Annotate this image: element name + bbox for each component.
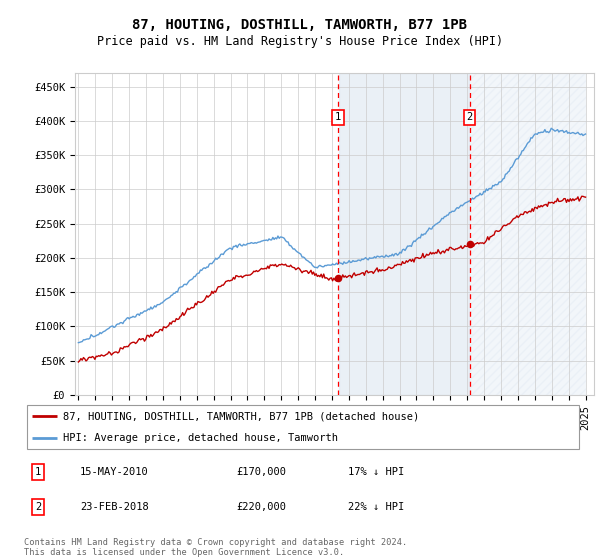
Text: £220,000: £220,000 bbox=[236, 502, 286, 512]
Point bbox=[465, 240, 475, 249]
Point bbox=[334, 274, 343, 283]
Text: 22% ↓ HPI: 22% ↓ HPI bbox=[347, 502, 404, 512]
Text: 2: 2 bbox=[467, 113, 473, 122]
Text: Contains HM Land Registry data © Crown copyright and database right 2024.
This d: Contains HM Land Registry data © Crown c… bbox=[24, 538, 407, 557]
Text: 17% ↓ HPI: 17% ↓ HPI bbox=[347, 467, 404, 477]
Text: £170,000: £170,000 bbox=[236, 467, 286, 477]
Text: HPI: Average price, detached house, Tamworth: HPI: Average price, detached house, Tamw… bbox=[63, 433, 338, 443]
Text: 15-MAY-2010: 15-MAY-2010 bbox=[80, 467, 149, 477]
Text: 1: 1 bbox=[35, 467, 41, 477]
Text: 1: 1 bbox=[335, 113, 341, 122]
Text: 87, HOUTING, DOSTHILL, TAMWORTH, B77 1PB: 87, HOUTING, DOSTHILL, TAMWORTH, B77 1PB bbox=[133, 18, 467, 32]
Text: 87, HOUTING, DOSTHILL, TAMWORTH, B77 1PB (detached house): 87, HOUTING, DOSTHILL, TAMWORTH, B77 1PB… bbox=[63, 411, 419, 421]
Text: 2: 2 bbox=[35, 502, 41, 512]
FancyBboxPatch shape bbox=[27, 405, 579, 449]
Text: Price paid vs. HM Land Registry's House Price Index (HPI): Price paid vs. HM Land Registry's House … bbox=[97, 35, 503, 49]
Text: 23-FEB-2018: 23-FEB-2018 bbox=[80, 502, 149, 512]
